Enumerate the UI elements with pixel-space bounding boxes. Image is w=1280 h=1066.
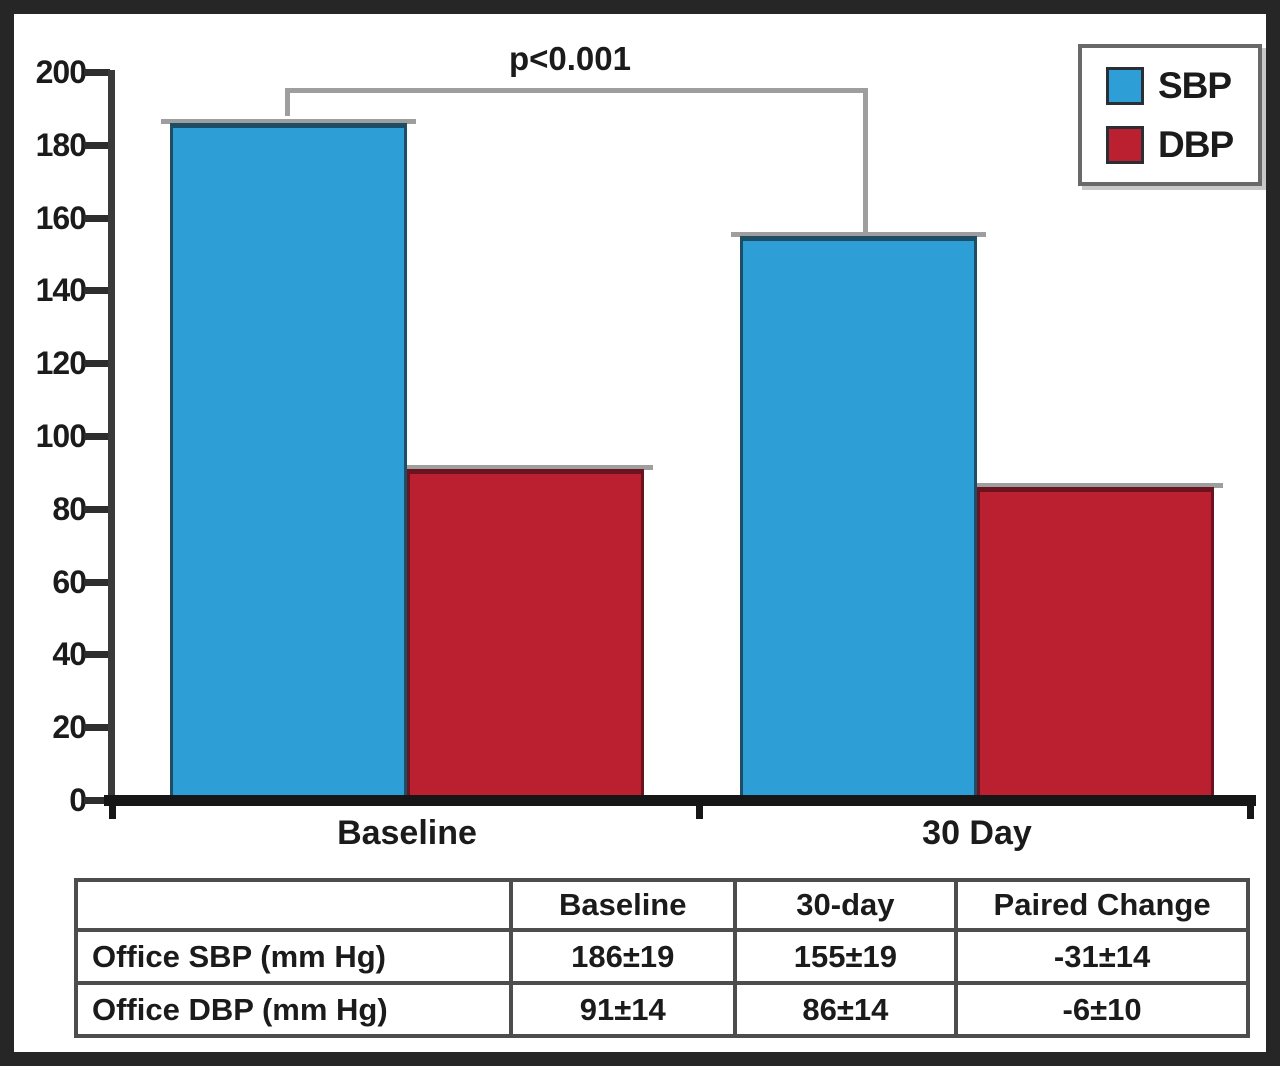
significance-bracket-right-tick: [863, 88, 868, 233]
y-tick-200: [84, 69, 110, 76]
x-tick-0: [109, 795, 116, 819]
y-tick-80: [84, 505, 110, 513]
table-header-empty: [74, 878, 513, 932]
table-header-baseline: Baseline: [508, 878, 737, 932]
significance-bracket-left-tick: [285, 88, 290, 116]
cell-sbp-30day: 155±19: [732, 928, 959, 985]
bar-sbp-30-day: [740, 235, 977, 800]
bar-top-cap-dbp-baseline: [398, 464, 653, 470]
significance-bracket: [285, 88, 868, 93]
table-header-row: Baseline 30-day Paired Change: [74, 878, 1250, 932]
legend-item-sbp: SBP: [1106, 65, 1258, 107]
y-tick-180: [84, 141, 110, 149]
cell-dbp-paired-change: -6±10: [954, 981, 1250, 1038]
table-row-office-sbp: Office SBP (mm Hg) 186±19 155±19 -31±14: [74, 928, 1250, 985]
y-tick-label-200: 200: [35, 54, 87, 90]
x-axis-label-30-day: 30 Day: [922, 814, 1032, 852]
cell-sbp-paired-change: -31±14: [954, 928, 1250, 985]
bar-top-cap-sbp-baseline: [161, 118, 416, 124]
bar-dbp-baseline: [407, 468, 644, 800]
y-tick-60: [84, 578, 110, 586]
x-tick-1: [696, 795, 703, 819]
y-tick-label-80: 80: [52, 490, 87, 527]
table-row-office-dbp: Office DBP (mm Hg) 91±14 86±14 -6±10: [74, 981, 1250, 1038]
y-tick-140: [84, 287, 110, 295]
y-tick-40: [84, 651, 110, 659]
y-tick-100: [84, 433, 110, 440]
y-tick-label-0: 0: [69, 782, 87, 818]
x-axis: [104, 795, 1256, 806]
x-tick-2: [1247, 795, 1254, 819]
y-tick-160: [84, 214, 110, 222]
y-tick-label-180: 180: [35, 126, 87, 163]
legend: SBP DBP: [1078, 44, 1262, 186]
y-tick-label-140: 140: [35, 272, 87, 309]
bar-top-cap-sbp-30-day: [731, 231, 986, 237]
y-tick-label-60: 60: [52, 563, 87, 600]
row-label-office-dbp: Office DBP (mm Hg): [74, 981, 513, 1038]
legend-item-dbp: DBP: [1106, 124, 1258, 166]
bar-dbp-30-day: [977, 486, 1214, 800]
sbp-swatch-icon: [1106, 66, 1144, 105]
y-tick-label-40: 40: [52, 636, 87, 673]
y-tick-label-160: 160: [35, 199, 87, 236]
y-tick-label-100: 100: [35, 418, 87, 454]
bar-sbp-baseline: [170, 122, 407, 800]
summary-table: Baseline 30-day Paired Change Office SBP…: [74, 878, 1250, 1038]
legend-label-sbp: SBP: [1158, 64, 1232, 106]
cell-sbp-baseline: 186±19: [508, 928, 737, 985]
row-label-office-sbp: Office SBP (mm Hg): [74, 928, 513, 985]
bar-top-cap-dbp-30-day: [968, 482, 1223, 488]
y-axis: [108, 70, 115, 806]
legend-label-dbp: DBP: [1158, 123, 1234, 165]
cell-dbp-30day: 86±14: [732, 981, 959, 1038]
p-value-label: p<0.001: [508, 40, 631, 77]
y-tick-label-20: 20: [52, 709, 87, 746]
y-tick-label-120: 120: [35, 345, 87, 382]
y-tick-0: [84, 797, 110, 804]
y-tick-20: [84, 724, 110, 732]
x-axis-label-baseline: Baseline: [337, 814, 477, 852]
y-tick-120: [84, 360, 110, 368]
dbp-swatch-icon: [1106, 125, 1144, 164]
table-header-30day: 30-day: [732, 878, 959, 932]
table-header-paired-change: Paired Change: [954, 878, 1250, 932]
cell-dbp-baseline: 91±14: [508, 981, 737, 1038]
